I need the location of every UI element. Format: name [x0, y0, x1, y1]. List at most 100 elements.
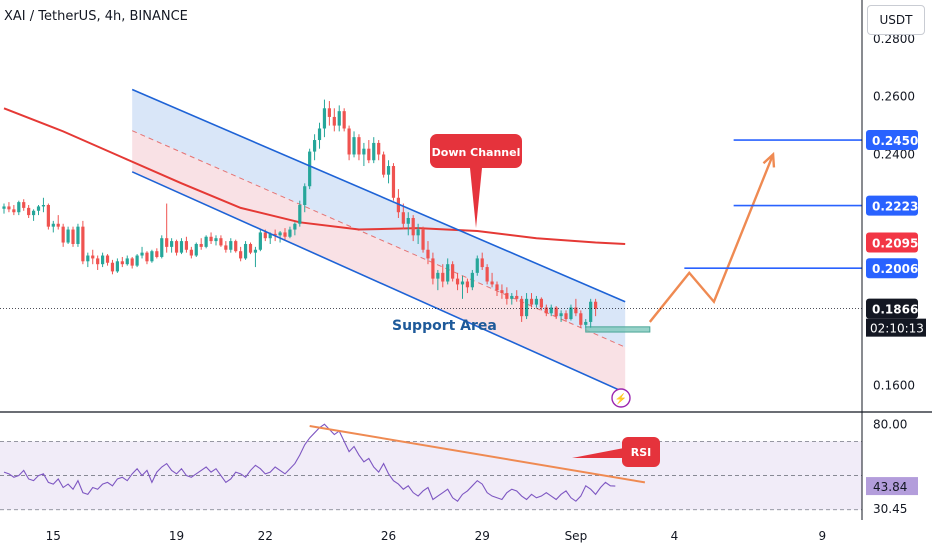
rsi-panel[interactable] [0, 423, 862, 511]
candle-body [110, 262, 115, 272]
price-level-label: 0.2450 [872, 134, 918, 148]
rsi-value-label: 43.84 [873, 480, 907, 494]
candle-body [288, 229, 292, 237]
candle-body [391, 166, 396, 198]
candle-body [357, 137, 361, 155]
candle-body [71, 229, 75, 244]
candle-body [416, 229, 420, 236]
candle-body [372, 142, 376, 161]
candle-body [534, 298, 539, 305]
price-axis: 0.2800 0.2600 0.2400 0.1600 0.2450 0.2223 0.20… [861, 0, 926, 520]
candle-body [214, 238, 218, 242]
moving-average-line [3, 107, 626, 245]
rsi-callout-pointer [572, 448, 624, 458]
candle-body [229, 241, 233, 250]
candle-body [337, 111, 341, 126]
candle-body [470, 272, 474, 288]
price-level-box [866, 258, 918, 279]
price-tick-label: 0.2600 [873, 90, 915, 104]
candle-body [31, 210, 36, 216]
candle-body [22, 202, 26, 208]
rsi-tick-label: 30.45 [873, 502, 907, 516]
candle-body [317, 128, 322, 141]
annotations: Down Channel Support Area ⚡ RSI [392, 134, 660, 467]
candle-body [248, 243, 253, 253]
time-tick-label: 29 [475, 529, 490, 543]
candle-body [431, 258, 435, 279]
candle-body [332, 116, 336, 126]
candle-body [490, 281, 494, 285]
price-level-box [866, 195, 918, 216]
candle-body [347, 128, 351, 155]
price-tick-label: 0.2400 [873, 147, 915, 161]
candle-body [160, 238, 164, 257]
candle-body [480, 258, 484, 268]
candle-body [500, 290, 504, 294]
price-tick-label: 0.1600 [873, 378, 915, 392]
candle-body [17, 202, 21, 213]
candle-body [554, 307, 558, 317]
time-tick-label: 15 [46, 529, 61, 543]
candle-body [584, 321, 588, 325]
candle-body [7, 206, 11, 210]
candle-body [263, 232, 267, 239]
candle-body [544, 307, 548, 314]
candle-body [569, 307, 573, 320]
projection-arrowhead [762, 151, 776, 168]
candle-body [234, 241, 238, 252]
candle-body [135, 255, 139, 266]
candle-body [36, 206, 41, 211]
candle-body [298, 205, 302, 224]
candle-body [115, 261, 119, 272]
lightning-glyph: ⚡ [615, 392, 627, 405]
candle-body [105, 255, 110, 263]
candle-body [455, 278, 460, 285]
time-axis: 15 19 22 26 29 Sep 4 9 [46, 529, 827, 543]
rsi-callout-text: RSI [631, 446, 652, 459]
candle-body [303, 186, 307, 205]
candle-body [520, 298, 524, 317]
price-level-box [866, 298, 918, 319]
candle-body [2, 206, 6, 209]
candle-body [145, 252, 149, 262]
down-channel-text: Down Channel [432, 146, 521, 159]
candle-body [579, 313, 583, 325]
price-tick-label: 0.2800 [873, 32, 915, 46]
price-level-box [866, 232, 918, 253]
candle-body [61, 226, 65, 243]
down-channel-pointer [470, 168, 482, 228]
candle-body [382, 154, 386, 175]
candle-body [505, 293, 509, 299]
candle-body [155, 251, 159, 257]
rsi-tick-label: 80.00 [873, 417, 907, 431]
candle-body [174, 241, 179, 253]
candle-body [421, 229, 425, 250]
candle-body [125, 258, 129, 265]
candle-body [342, 111, 346, 129]
candle-body [253, 249, 258, 253]
candle-body [524, 298, 529, 317]
candle-body [96, 258, 100, 265]
candle-body [51, 223, 55, 227]
candle-body [510, 295, 514, 299]
candle-body [589, 301, 593, 322]
candle-body [312, 140, 317, 152]
channel-upper-line [131, 88, 626, 303]
candle-body [81, 226, 85, 262]
candle-body [451, 264, 455, 279]
candle-body [189, 249, 193, 256]
candle-body [86, 255, 90, 262]
candle-body [460, 281, 465, 285]
candle-body [27, 207, 31, 216]
channel-upper-fill [132, 89, 626, 348]
candle-body [150, 251, 154, 262]
candle-body [12, 209, 16, 213]
support-zone [585, 326, 651, 333]
currency-selector-button[interactable]: USDT [867, 5, 925, 35]
candle-body [549, 307, 553, 314]
candle-body [224, 245, 228, 250]
price-panel[interactable] [0, 88, 932, 413]
candle-body [130, 258, 134, 266]
support-area-label: Support Area [392, 318, 497, 334]
